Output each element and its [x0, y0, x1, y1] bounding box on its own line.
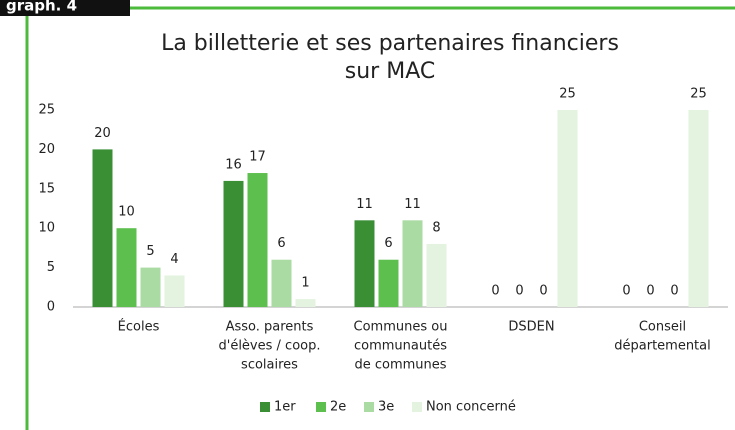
- x-tick-label: Conseil: [639, 320, 686, 335]
- data-label: 17: [249, 150, 266, 165]
- data-label: 20: [94, 126, 111, 141]
- bar: [164, 275, 185, 307]
- y-tick-label: 20: [38, 142, 55, 157]
- x-tick-label: Écoles: [118, 319, 160, 335]
- legend-label: 2e: [330, 400, 346, 415]
- legend-swatch: [412, 402, 422, 412]
- data-label: 0: [670, 284, 678, 299]
- data-label: 25: [559, 87, 576, 102]
- bar: [402, 220, 423, 307]
- data-label: 0: [646, 284, 654, 299]
- chart-title: sur MAC: [345, 59, 435, 84]
- y-tick-label: 10: [38, 221, 55, 236]
- data-label: 16: [225, 157, 242, 172]
- data-label: 6: [277, 236, 285, 251]
- bar: [378, 259, 399, 307]
- legend-label: 1er: [274, 400, 296, 415]
- graph-label: graph. 4: [6, 0, 77, 15]
- legend-swatch: [364, 402, 374, 412]
- chart-title: La billetterie et ses partenaires financ…: [161, 31, 619, 56]
- y-tick-label: 0: [47, 300, 55, 315]
- x-tick-label: DSDEN: [508, 320, 554, 335]
- bar: [557, 110, 578, 307]
- data-label: 0: [491, 284, 499, 299]
- bar: [271, 259, 292, 307]
- legend-swatch: [316, 402, 326, 412]
- y-tick-label: 5: [47, 260, 55, 275]
- bar: [140, 267, 161, 307]
- data-label: 6: [384, 236, 392, 251]
- data-label: 0: [539, 284, 547, 299]
- data-label: 11: [404, 197, 421, 212]
- bar: [295, 299, 316, 307]
- bar: [116, 228, 137, 307]
- data-label: 5: [146, 244, 154, 259]
- x-tick-label: scolaires: [241, 358, 298, 373]
- bar: [688, 110, 709, 307]
- data-label: 0: [622, 284, 630, 299]
- x-tick-label: communautés: [354, 339, 447, 354]
- bar: [92, 149, 113, 307]
- y-tick-label: 25: [38, 103, 55, 118]
- x-tick-label: d'élèves / coop.: [219, 339, 321, 354]
- data-label: 25: [690, 87, 707, 102]
- bar: [223, 180, 244, 307]
- data-label: 8: [432, 220, 440, 235]
- data-label: 10: [118, 205, 135, 220]
- legend-swatch: [260, 402, 270, 412]
- data-label: 1: [301, 276, 309, 291]
- x-tick-label: départemental: [614, 339, 710, 354]
- label-box: [0, 0, 130, 16]
- x-tick-label: Communes ou: [354, 320, 448, 335]
- y-tick-label: 15: [38, 181, 55, 196]
- legend-label: 3e: [378, 400, 394, 415]
- data-label: 0: [515, 284, 523, 299]
- bar: [247, 173, 268, 307]
- x-tick-label: Asso. parents: [226, 320, 314, 335]
- legend-label: Non concerné: [426, 400, 516, 415]
- data-label: 4: [170, 252, 178, 267]
- bar: [426, 243, 447, 307]
- data-label: 11: [356, 197, 373, 212]
- x-tick-label: de communes: [354, 358, 446, 373]
- bar: [354, 220, 375, 307]
